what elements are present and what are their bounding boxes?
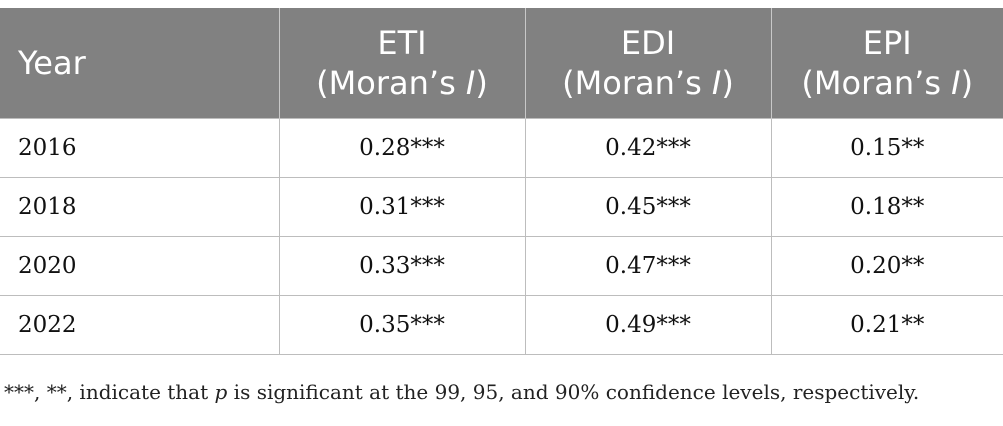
cell-epi: 0.18**	[770, 176, 1003, 236]
cell-year: 2020	[0, 235, 279, 295]
header-epi: EPI (Moran’s I)	[770, 8, 1003, 118]
cell-epi: 0.21**	[770, 294, 1003, 355]
cell-year: 2018	[0, 176, 279, 236]
header-edi-sub-suffix: )	[721, 63, 734, 102]
cell-epi: 0.15**	[770, 117, 1003, 177]
table-row: 2020 0.33*** 0.47*** 0.20**	[0, 235, 1003, 295]
cell-year: 2022	[0, 294, 279, 355]
cell-edi: 0.42***	[524, 117, 771, 177]
footnote-prefix: ***, **, indicate that	[4, 380, 215, 404]
header-row: Year ETI (Moran’s I) EDI (Moran’s I) EPI…	[0, 8, 1003, 118]
footnote-suffix: is significant at the 99, 95, and 90% co…	[227, 380, 920, 404]
cell-edi: 0.47***	[524, 235, 771, 295]
table-header: Year ETI (Moran’s I) EDI (Moran’s I) EPI…	[0, 8, 1003, 118]
header-epi-sub-italic: I	[951, 63, 961, 102]
cell-eti: 0.33***	[278, 235, 525, 295]
header-eti-sub-prefix: (Moran’s	[316, 63, 466, 102]
header-eti-sub: (Moran’s I)	[298, 63, 507, 103]
header-edi: EDI (Moran’s I)	[524, 8, 771, 118]
header-year: Year	[0, 8, 279, 118]
cell-eti: 0.31***	[278, 176, 525, 236]
cell-year: 2016	[0, 117, 279, 177]
header-epi-sub-prefix: (Moran’s	[801, 63, 952, 102]
header-epi-sub-suffix: )	[960, 63, 974, 102]
cell-epi: 0.20**	[770, 235, 1003, 295]
header-edi-sub: (Moran’s I)	[544, 63, 753, 103]
table-row: 2018 0.31*** 0.45*** 0.18**	[0, 176, 1003, 236]
header-eti-sub-italic: I	[465, 63, 476, 102]
header-edi-label: EDI	[620, 23, 676, 62]
header-year-label: Year	[18, 43, 86, 82]
header-epi-sub: (Moran’s I)	[790, 63, 986, 103]
header-epi-label: EPI	[862, 23, 912, 62]
header-eti: ETI (Moran’s I)	[278, 8, 525, 118]
header-eti-sub-suffix: )	[475, 63, 488, 102]
table-footnote: ***, **, indicate that p is significant …	[4, 380, 919, 404]
morans-i-table: Year ETI (Moran’s I) EDI (Moran’s I) EPI…	[0, 8, 1003, 355]
cell-eti: 0.28***	[278, 117, 525, 177]
cell-eti: 0.35***	[278, 294, 525, 355]
table-row: 2016 0.28*** 0.42*** 0.15**	[0, 117, 1003, 177]
cell-edi: 0.49***	[524, 294, 771, 355]
cell-edi: 0.45***	[524, 176, 771, 236]
header-edi-sub-prefix: (Moran’s	[562, 63, 712, 102]
table-container: Year ETI (Moran’s I) EDI (Moran’s I) EPI…	[0, 8, 1003, 355]
table-body: 2016 0.28*** 0.42*** 0.15** 2018 0.31***…	[0, 117, 1003, 355]
header-edi-sub-italic: I	[711, 63, 722, 102]
table-row: 2022 0.35*** 0.49*** 0.21**	[0, 294, 1003, 355]
header-eti-label: ETI	[377, 23, 427, 62]
footnote-p-symbol: p	[214, 380, 228, 404]
